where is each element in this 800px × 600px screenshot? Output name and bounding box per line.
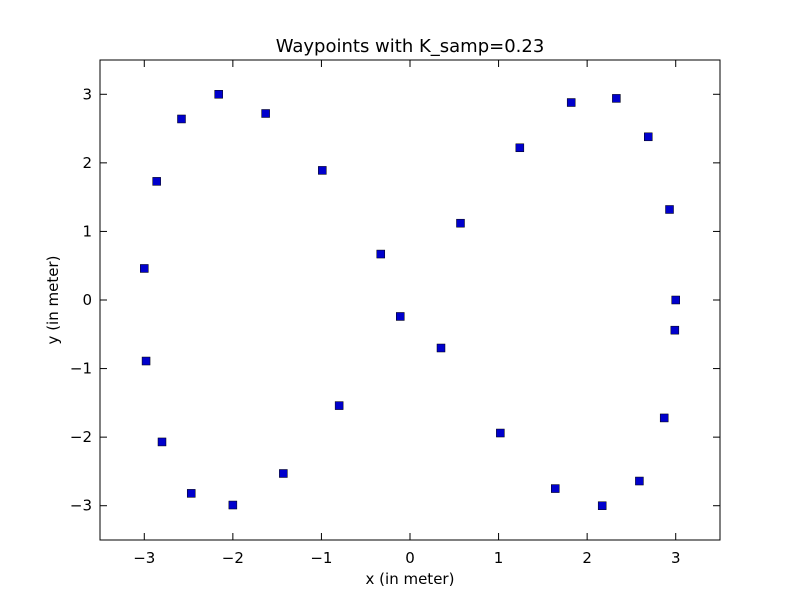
waypoint-marker: [551, 484, 560, 493]
waypoint-marker: [279, 469, 288, 478]
waypoint-marker: [261, 109, 270, 118]
y-tick-label: −2: [70, 428, 92, 446]
waypoint-marker: [644, 132, 653, 142]
waypoint-marker: [659, 413, 669, 423]
waypoint-marker: [157, 437, 167, 447]
waypoint-marker: [186, 489, 196, 498]
x-tick-label: −1: [310, 549, 332, 567]
waypoint-marker: [456, 218, 465, 228]
waypoint-marker: [152, 177, 161, 186]
waypoint-marker: [228, 500, 238, 510]
waypoint-marker: [496, 428, 505, 438]
x-tick-label: 1: [494, 549, 504, 567]
waypoint-marker: [318, 166, 327, 175]
waypoint-marker: [376, 249, 386, 259]
x-tick-label: −2: [222, 549, 244, 567]
waypoint-marker: [141, 356, 151, 366]
chart-title: Waypoints with K_samp=0.23: [276, 36, 545, 57]
ticks-layer: −3 −2 −1 0 1 2 3 −3 −2 −1 0 1 2 3: [70, 60, 720, 567]
y-tick-label: 1: [82, 222, 92, 240]
y-tick-label: 0: [82, 291, 92, 309]
y-tick-label: −1: [70, 360, 92, 378]
y-tick-label: 2: [82, 154, 92, 172]
waypoint-marker: [214, 90, 223, 99]
y-axis-label: y (in meter): [44, 256, 62, 345]
waypoint-marker: [665, 205, 674, 214]
waypoint-marker: [177, 114, 186, 124]
y-tick-label: 3: [82, 85, 92, 103]
waypoint-marker: [334, 401, 344, 410]
waypoint-marker: [140, 264, 149, 273]
plot-frame: [99, 59, 721, 541]
y-tick-label: −3: [70, 497, 92, 515]
waypoint-marker: [396, 312, 405, 321]
waypoint-marker: [671, 295, 680, 305]
x-tick-label: 2: [582, 549, 592, 567]
waypoint-marker: [612, 94, 621, 103]
x-tick-label: 3: [671, 549, 681, 567]
waypoint-marker: [597, 501, 607, 510]
waypoint-marker: [635, 476, 644, 486]
points-layer: [140, 90, 680, 510]
x-tick-label: 0: [405, 549, 415, 567]
waypoint-marker: [436, 343, 446, 353]
waypoint-marker: [566, 98, 576, 107]
x-tick-label: −3: [133, 549, 155, 567]
x-axis-label: x (in meter): [366, 570, 455, 588]
waypoint-marker: [670, 325, 680, 335]
waypoint-marker: [515, 143, 525, 153]
